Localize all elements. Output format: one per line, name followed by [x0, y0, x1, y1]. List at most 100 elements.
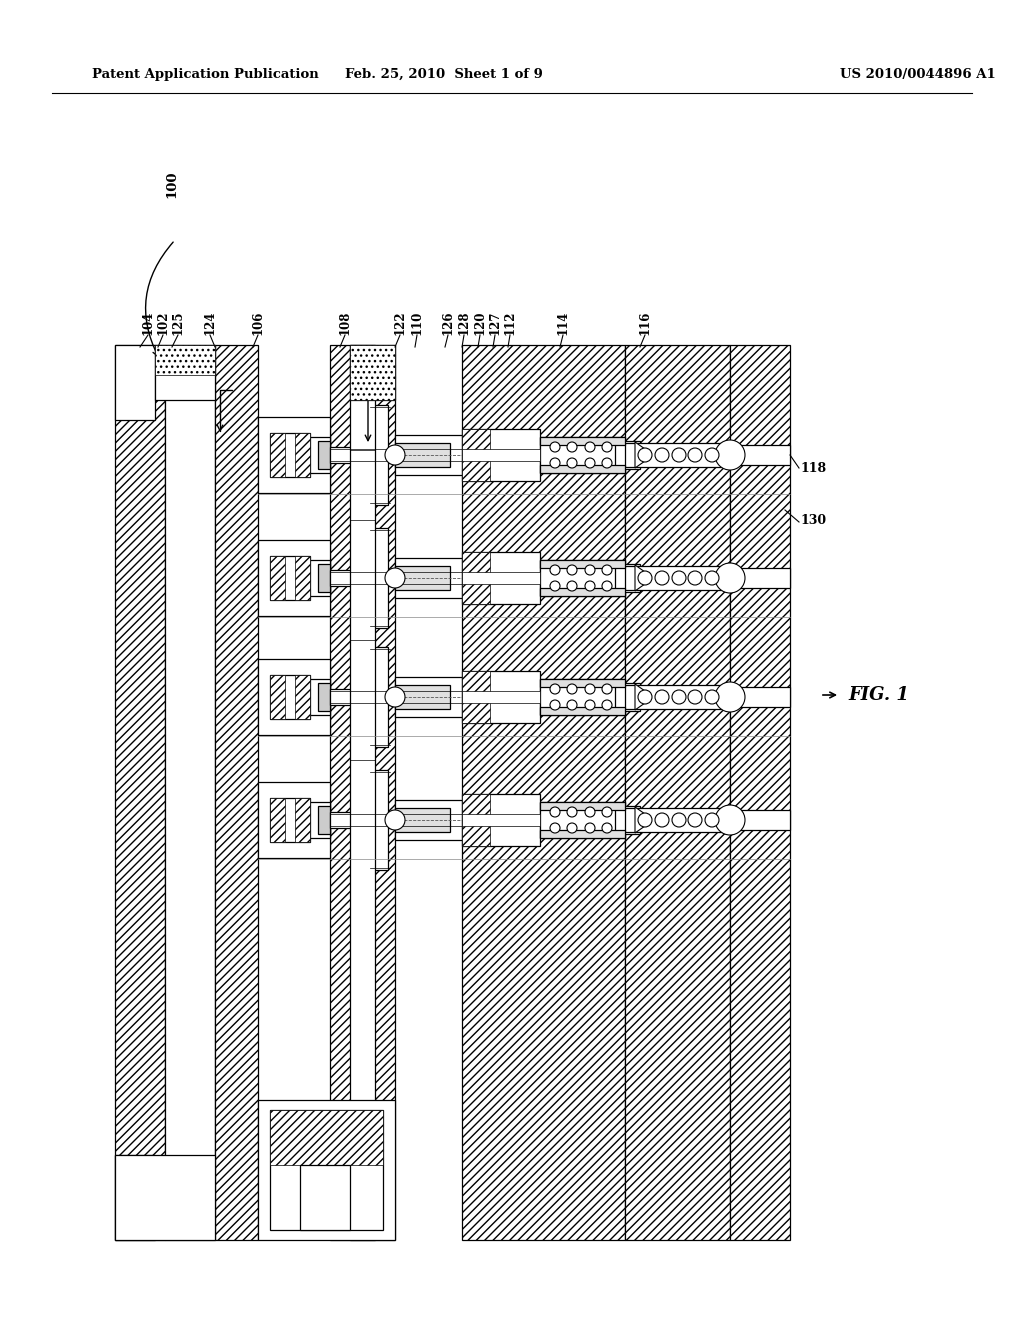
Circle shape [585, 581, 595, 591]
Circle shape [385, 810, 406, 830]
Circle shape [602, 581, 612, 591]
Bar [395, 444, 450, 467]
Bar [540, 437, 625, 445]
Polygon shape [635, 442, 648, 469]
Bar [270, 1110, 383, 1230]
Polygon shape [635, 565, 648, 591]
Text: 127: 127 [488, 310, 502, 335]
Text: 104: 104 [141, 310, 155, 335]
Circle shape [585, 442, 595, 451]
Circle shape [715, 440, 745, 470]
Circle shape [550, 700, 560, 710]
Bar [730, 345, 790, 1239]
Bar [462, 690, 540, 704]
Circle shape [705, 690, 719, 704]
Bar [462, 795, 490, 846]
Text: 122: 122 [393, 310, 407, 335]
Bar [370, 647, 388, 747]
Text: Feb. 25, 2010  Sheet 1 of 9: Feb. 25, 2010 Sheet 1 of 9 [345, 69, 543, 81]
Circle shape [567, 700, 577, 710]
Circle shape [715, 564, 745, 593]
Bar [462, 429, 540, 480]
Circle shape [550, 822, 560, 833]
Text: 110: 110 [411, 310, 424, 335]
Bar [318, 441, 330, 469]
Bar [115, 345, 165, 1239]
Circle shape [655, 813, 669, 828]
Circle shape [567, 458, 577, 469]
Bar [330, 689, 462, 705]
Bar [318, 807, 330, 834]
Bar [462, 671, 540, 723]
Text: 120: 120 [473, 310, 486, 335]
Bar [370, 770, 388, 870]
Bar [270, 799, 285, 842]
Circle shape [715, 805, 745, 836]
Text: 128: 128 [458, 310, 470, 335]
Bar [540, 678, 625, 715]
Bar [395, 677, 462, 717]
Bar [310, 678, 330, 715]
Bar [270, 433, 310, 477]
Circle shape [602, 565, 612, 576]
Bar [540, 803, 625, 810]
Bar [625, 345, 730, 1239]
Bar [462, 449, 540, 461]
Bar [625, 566, 730, 590]
Circle shape [602, 700, 612, 710]
Bar [370, 528, 388, 628]
Bar [270, 1110, 383, 1166]
Circle shape [585, 684, 595, 694]
Circle shape [385, 686, 406, 708]
Circle shape [585, 565, 595, 576]
Bar [215, 345, 258, 1239]
Circle shape [385, 445, 406, 465]
Circle shape [705, 572, 719, 585]
Circle shape [688, 572, 702, 585]
Text: 100: 100 [166, 170, 178, 198]
Bar [350, 345, 375, 1239]
Bar [330, 812, 462, 828]
Bar [462, 572, 540, 583]
Text: 112: 112 [504, 310, 516, 335]
Circle shape [550, 458, 560, 469]
Circle shape [688, 690, 702, 704]
Bar [540, 830, 625, 838]
Text: 125: 125 [171, 310, 184, 335]
Bar [155, 345, 215, 375]
Bar [295, 556, 310, 601]
Bar [540, 708, 625, 715]
Circle shape [715, 682, 745, 711]
Bar [462, 795, 540, 846]
Circle shape [672, 572, 686, 585]
Bar [330, 447, 462, 463]
Bar [540, 560, 625, 568]
Bar [350, 345, 395, 400]
Circle shape [655, 690, 669, 704]
Bar [295, 799, 310, 842]
Bar [462, 429, 490, 480]
Bar [615, 682, 640, 711]
Text: 118: 118 [800, 462, 826, 474]
Bar [540, 587, 625, 597]
Bar [115, 1155, 155, 1239]
Bar [370, 405, 388, 506]
Bar [740, 568, 790, 587]
Circle shape [550, 565, 560, 576]
Bar [295, 675, 310, 719]
Circle shape [567, 442, 577, 451]
Bar [310, 560, 330, 597]
Text: 114: 114 [556, 310, 569, 335]
Circle shape [655, 447, 669, 462]
Circle shape [585, 822, 595, 833]
Bar [270, 799, 310, 842]
Circle shape [638, 690, 652, 704]
Circle shape [638, 572, 652, 585]
Bar [462, 671, 490, 723]
Bar [395, 436, 462, 475]
Bar [540, 678, 625, 686]
Circle shape [585, 700, 595, 710]
Bar [615, 441, 640, 469]
Bar [462, 345, 625, 1239]
Bar [350, 345, 395, 400]
